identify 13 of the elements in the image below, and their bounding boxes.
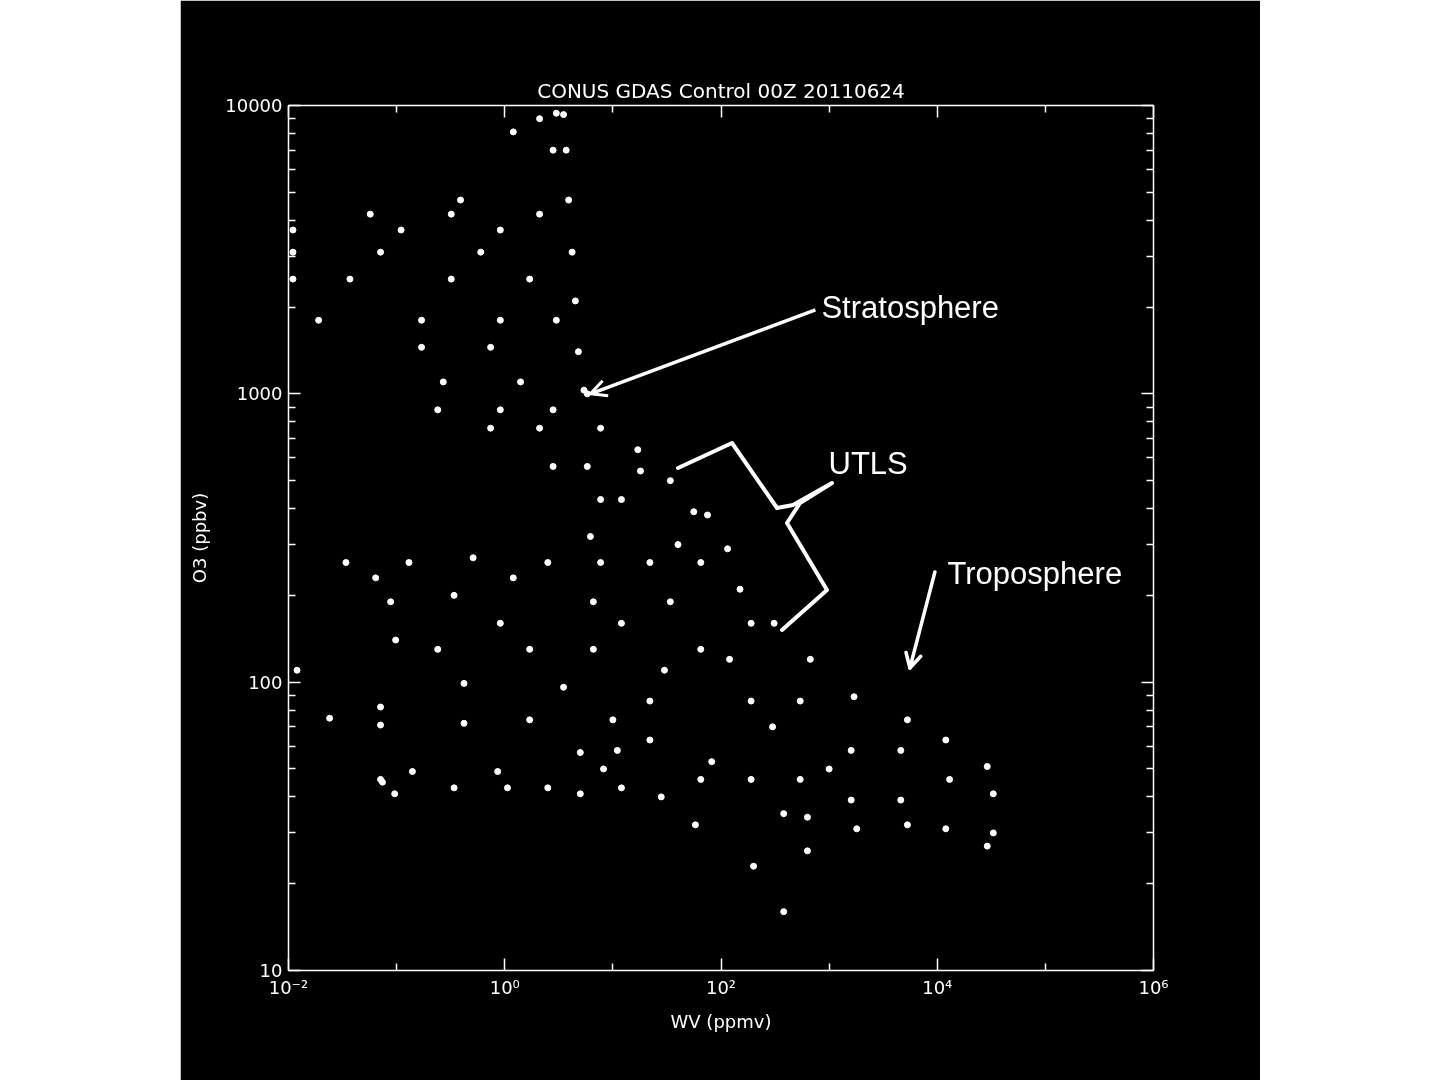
x-tick-label: 10⁶ — [1138, 976, 1169, 998]
x-tick-label: 10⁰ — [489, 976, 520, 998]
y-axis-title: O3 (ppbv) — [189, 492, 211, 584]
annotation: UTLS — [828, 446, 908, 481]
y-tick-label: 1000 — [236, 383, 283, 405]
annotation: Troposphere — [947, 556, 1123, 591]
chart-title: CONUS GDAS Control 00Z 20110624 — [537, 78, 905, 103]
x-axis-title: WV (ppmv) — [670, 1010, 772, 1032]
x-tick-label: 10² — [705, 976, 737, 998]
y-tick-label: 100 — [248, 671, 283, 693]
x-tick-label: 10⁴ — [922, 976, 953, 998]
y-tick-label: 10000 — [225, 95, 283, 116]
annotation: Stratosphere — [821, 290, 999, 326]
